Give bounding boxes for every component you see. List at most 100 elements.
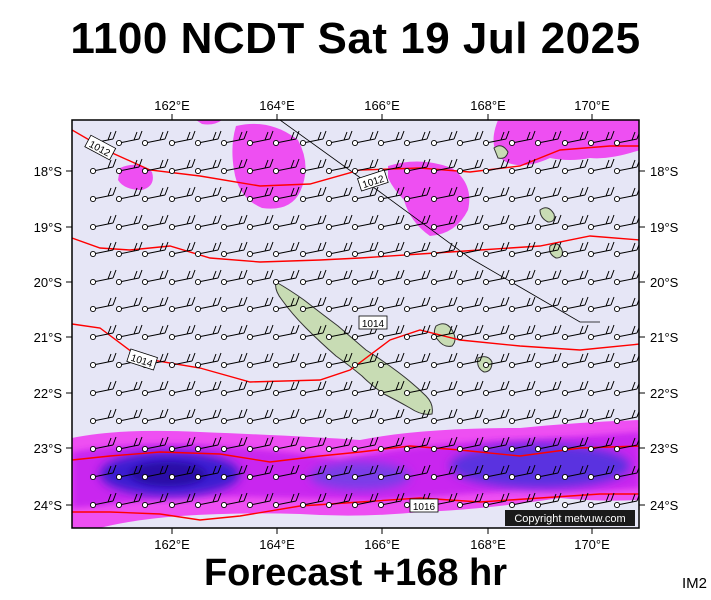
wind-barb (459, 296, 484, 310)
wind-barb (171, 408, 196, 422)
wind-barb (302, 296, 327, 310)
wind-station-dot (89, 333, 97, 341)
wind-station-dot (246, 139, 254, 147)
wind-station-dot (220, 473, 228, 481)
wind-barb (485, 214, 510, 228)
wind-barb (564, 380, 589, 394)
wind-barb (485, 324, 510, 338)
wind-station-dot (508, 333, 516, 341)
wind-station-dot (613, 305, 621, 313)
wind-station-dot (430, 278, 438, 286)
wind-station-dot (508, 139, 516, 147)
wind-barb (197, 436, 222, 450)
wind-station-dot (115, 333, 123, 341)
wind-barb (171, 158, 196, 172)
wind-barb (433, 464, 458, 478)
lat-label: 24°S (650, 498, 679, 513)
wind-barb (406, 130, 431, 144)
wind-barb (328, 296, 353, 310)
wind-barb (433, 214, 458, 228)
wind-barb (537, 186, 562, 200)
wind-barb (590, 464, 615, 478)
wind-barb (328, 186, 353, 200)
wind-station-dot (482, 167, 490, 175)
wind-barb (171, 214, 196, 228)
wind-station-dot (613, 361, 621, 369)
wind-barb (118, 324, 143, 338)
wind-station-dot (587, 417, 595, 425)
wind-station-dot (430, 389, 438, 397)
forecast-label: Forecast +168 hr (203, 552, 508, 594)
wind-station-dot (246, 223, 254, 231)
wind-station-dot (115, 501, 123, 509)
wind-station-dot (403, 361, 411, 369)
wind-barb (223, 241, 248, 255)
wind-station-dot (508, 223, 516, 231)
wind-barb (354, 186, 379, 200)
wind-barb (485, 352, 510, 366)
wind-barb (380, 214, 405, 228)
wind-barb (328, 380, 353, 394)
wind-barb (380, 352, 405, 366)
wind-station-dot (299, 278, 307, 286)
wind-barb (459, 241, 484, 255)
wind-barb (223, 186, 248, 200)
wind-station-dot (272, 278, 280, 286)
wind-station-dot (220, 250, 228, 258)
wind-station-dot (456, 195, 464, 203)
wind-barb (118, 241, 143, 255)
wind-station-dot (168, 139, 176, 147)
wind-barb (537, 158, 562, 172)
wind-barb (144, 130, 169, 144)
wind-barb (223, 324, 248, 338)
wind-barb (223, 214, 248, 228)
lat-label: 22°S (650, 386, 679, 401)
wind-station-dot (168, 417, 176, 425)
wind-barb (537, 492, 562, 506)
wind-barb (92, 214, 117, 228)
wind-barb (223, 408, 248, 422)
wind-barb (275, 296, 300, 310)
wind-station-dot (403, 167, 411, 175)
wind-barb (118, 436, 143, 450)
image-id-label: IM2 (681, 575, 707, 592)
wind-station-dot (141, 278, 149, 286)
lon-label: 170°E (574, 537, 610, 552)
wind-barb (197, 130, 222, 144)
wind-barb (92, 492, 117, 506)
wind-station-dot (351, 250, 359, 258)
wind-barb (590, 214, 615, 228)
wind-station-dot (194, 305, 202, 313)
wind-barb (564, 241, 589, 255)
wind-station-dot (377, 223, 385, 231)
wind-barb (275, 158, 300, 172)
wind-barb (328, 269, 353, 283)
wind-station-dot (613, 501, 621, 509)
wind-barb (92, 408, 117, 422)
lon-label: 166°E (364, 98, 400, 113)
wind-barb (511, 324, 536, 338)
wind-station-dot (430, 223, 438, 231)
wind-station-dot (377, 195, 385, 203)
wind-station-dot (220, 445, 228, 453)
wind-station-dot (115, 250, 123, 258)
wind-station-dot (141, 473, 149, 481)
wind-barb (197, 352, 222, 366)
wind-barb (406, 380, 431, 394)
wind-barb (564, 324, 589, 338)
wind-station-dot (246, 333, 254, 341)
wind-barb (118, 492, 143, 506)
wind-station-dot (272, 305, 280, 313)
wind-station-dot (534, 305, 542, 313)
wind-station-dot (561, 167, 569, 175)
wind-station-dot (508, 250, 516, 258)
wind-station-dot (561, 278, 569, 286)
lat-label: 19°S (650, 220, 679, 235)
wind-barb (118, 380, 143, 394)
wind-station-dot (587, 223, 595, 231)
wind-station-dot (377, 501, 385, 509)
wind-barb (564, 352, 589, 366)
wind-barb (144, 269, 169, 283)
wind-station-dot (272, 333, 280, 341)
wind-barb (302, 352, 327, 366)
